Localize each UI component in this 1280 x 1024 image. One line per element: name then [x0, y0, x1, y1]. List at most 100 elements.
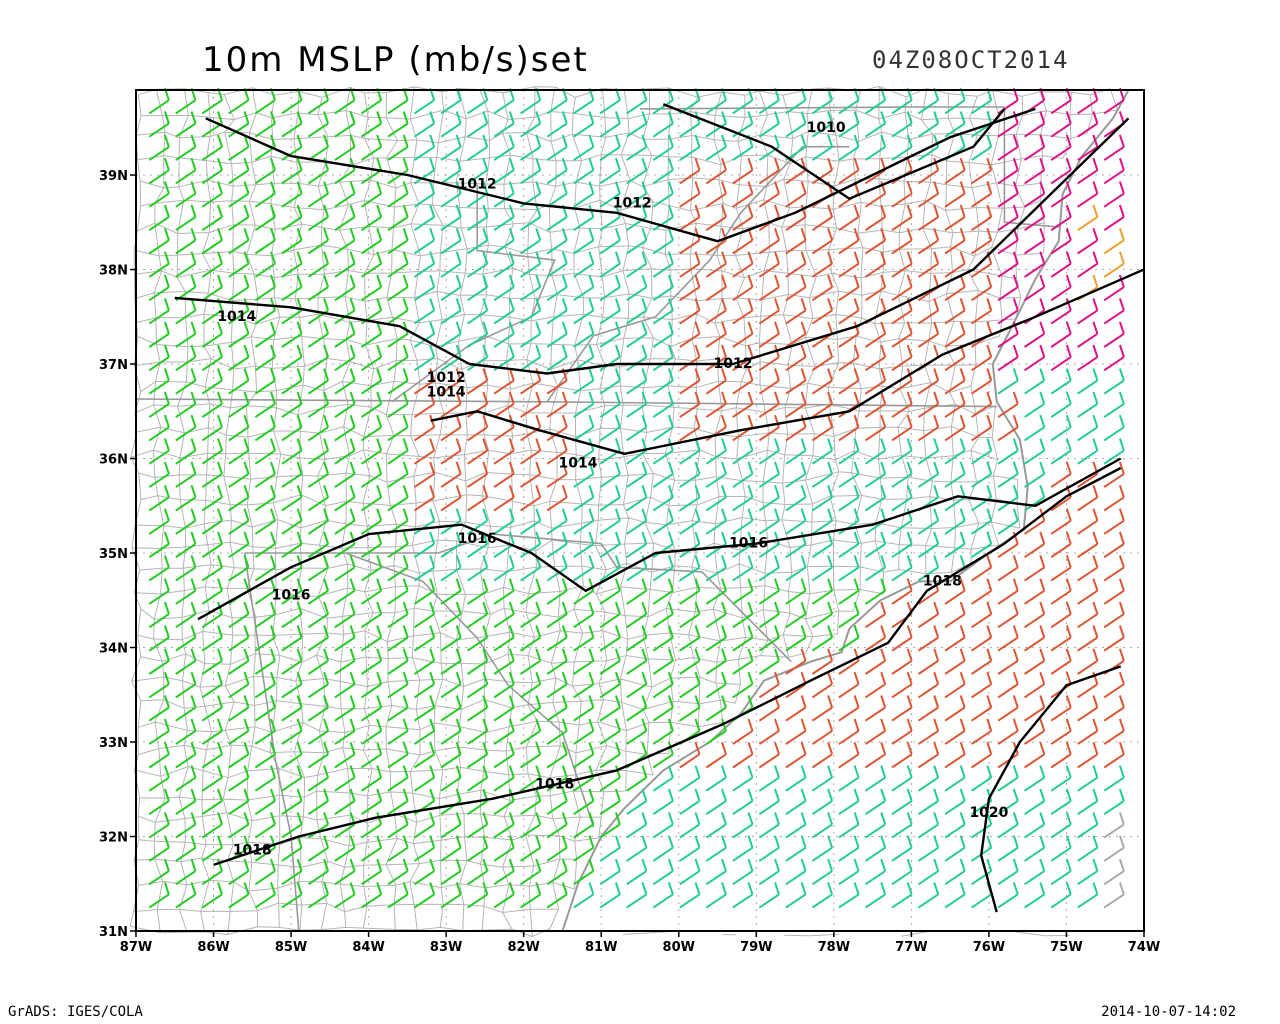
- wind-barb: [971, 461, 993, 488]
- wind-barb: [917, 555, 940, 582]
- wind-barb: [334, 461, 356, 488]
- wind-barb: [228, 251, 250, 278]
- wind-barb: [1077, 298, 1099, 325]
- wind-barb: [626, 625, 648, 652]
- wind-barb: [1050, 695, 1072, 722]
- wind-barb: [254, 718, 276, 745]
- wind-barb: [732, 788, 754, 816]
- wind-barb: [440, 438, 462, 465]
- wind-barb: [997, 204, 1019, 232]
- wind-barb: [573, 227, 595, 255]
- wind-barb: [148, 344, 170, 372]
- wind-barb: [626, 461, 648, 488]
- wind-barb: [175, 882, 197, 909]
- wind-barb: [413, 741, 436, 769]
- wind-barb: [626, 578, 648, 605]
- wind-barb: [864, 695, 887, 722]
- wind-barb: [413, 718, 436, 745]
- wind-barb: [838, 227, 860, 255]
- wind-barb: [997, 368, 1019, 395]
- wind-barb: [546, 671, 568, 699]
- wind-barb: [148, 204, 170, 232]
- wind-barb: [201, 578, 223, 605]
- wind-barb: [732, 111, 754, 138]
- isobar-label: 1010: [807, 120, 846, 136]
- wind-barb: [254, 695, 276, 722]
- wind-barb: [811, 344, 834, 372]
- wind-barb: [917, 695, 940, 722]
- wind-barb: [360, 601, 383, 629]
- wind-barb: [785, 812, 807, 839]
- wind-barb: [891, 858, 913, 886]
- wind-barb: [546, 555, 568, 582]
- wind-barb: [944, 625, 966, 652]
- wind-barb: [546, 718, 568, 745]
- wind-barb: [413, 531, 436, 559]
- wind-barb: [467, 484, 489, 512]
- wind-barb: [1050, 555, 1072, 582]
- wind-barb: [440, 321, 462, 348]
- wind-barb: [387, 111, 409, 138]
- wind-barb: [1050, 508, 1072, 535]
- wind-barb: [679, 461, 701, 488]
- wind-barb: [175, 368, 197, 395]
- wind-barb: [626, 765, 648, 792]
- wind-barb: [546, 648, 568, 675]
- wind-barb: [626, 251, 648, 278]
- wind-barb: [175, 601, 197, 629]
- wind-barb: [811, 812, 834, 839]
- wind-barb: [599, 414, 621, 442]
- wind-barb: [413, 625, 436, 652]
- wind-barb: [467, 461, 489, 488]
- wind-barb: [838, 671, 860, 699]
- wind-barb: [175, 204, 197, 232]
- wind-barb: [307, 461, 330, 488]
- wind-barb: [387, 368, 409, 395]
- wind-barb: [201, 227, 223, 255]
- wind-barb: [1103, 414, 1125, 442]
- wind-barb: [440, 882, 462, 909]
- wind-barb: [599, 484, 621, 512]
- wind-barb: [493, 227, 515, 255]
- wind-barb: [334, 204, 356, 232]
- isobar-5: [213, 466, 1122, 867]
- wind-barb: [891, 204, 913, 232]
- wind-barb: [705, 741, 727, 769]
- wind-barb: [360, 695, 383, 722]
- wind-barb: [838, 204, 860, 232]
- wind-barb: [546, 274, 568, 302]
- wind-barb: [1050, 835, 1072, 862]
- wind-barb: [652, 578, 674, 605]
- wind-barb: [679, 718, 701, 745]
- wind-barb: [758, 625, 780, 652]
- wind-barb: [387, 835, 409, 862]
- wind-barb: [467, 625, 489, 652]
- wind-barb: [917, 531, 940, 559]
- wind-barb: [1024, 765, 1046, 792]
- wind-barb: [652, 858, 674, 886]
- wind-barb: [467, 765, 489, 792]
- wind-barb: [732, 321, 754, 348]
- wind-barb: [1050, 251, 1072, 278]
- wind-barb: [413, 181, 436, 208]
- wind-barb: [705, 812, 727, 839]
- wind-barb: [785, 391, 807, 418]
- wind-barb: [626, 648, 648, 675]
- wind-barb: [307, 134, 330, 161]
- wind-barb: [1103, 555, 1125, 582]
- lon-tick-label: 80W: [663, 940, 695, 955]
- wind-barb: [148, 414, 170, 442]
- wind-barb: [228, 741, 250, 769]
- wind-barb: [1077, 508, 1099, 535]
- wind-barb: [440, 368, 462, 395]
- lat-tick-label: 36N: [99, 453, 128, 468]
- wind-barb: [864, 812, 887, 839]
- wind-barb: [520, 718, 542, 745]
- wind-barb: [917, 321, 940, 348]
- wind-barb: [917, 438, 940, 465]
- generated-timestamp: 2014-10-07-14:02: [1101, 1004, 1236, 1020]
- wind-barb: [971, 625, 993, 652]
- wind-barb: [546, 788, 568, 816]
